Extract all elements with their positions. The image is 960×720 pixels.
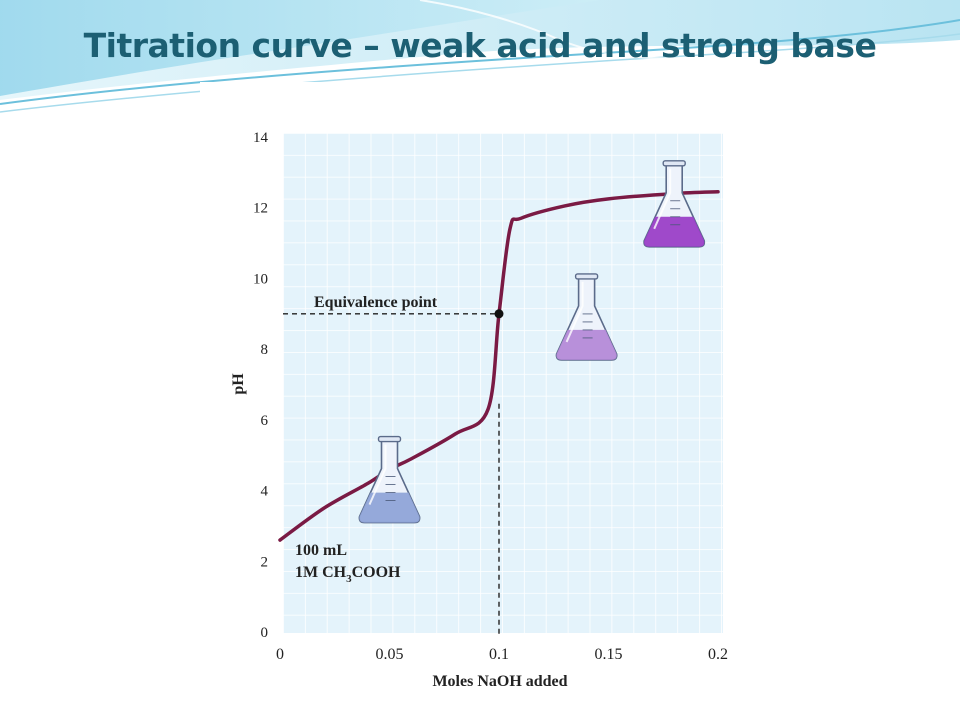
y-tick-label: 4	[261, 484, 269, 500]
sample-conc-subscript: 3	[346, 573, 352, 585]
header-wave	[0, 0, 960, 113]
flask-rim	[377, 435, 402, 443]
flask-rim	[662, 160, 686, 167]
flask-liquid	[644, 216, 705, 247]
chart-layer: 0 2 4 6 8 10 12 14 0 0.05 0.1 0.15 0.2 Moles NaOH add…	[230, 130, 728, 690]
y-tick-label: 6	[261, 413, 269, 429]
slide-title: Titration curve – weak acid and strong b…	[83, 26, 877, 65]
y-tick-label: 14	[253, 130, 269, 146]
flask-highlight	[653, 168, 672, 230]
y-axis-label: pH	[230, 373, 247, 395]
y-tick-label: 12	[253, 201, 268, 217]
x-axis-label: Moles NaOH added	[432, 673, 567, 690]
erlenmeyer-flask-icon	[643, 160, 706, 248]
x-tick-label: 0.15	[595, 646, 623, 663]
erlenmeyer-flask-icon	[358, 435, 421, 524]
equivalence-point-marker	[494, 309, 504, 319]
y-tick-label: 2	[261, 554, 269, 570]
y-tick-label: 8	[261, 342, 269, 358]
y-tick-label: 0	[261, 625, 269, 641]
titration-curve	[278, 190, 720, 542]
flask-highlight	[368, 444, 387, 505]
sample-concentration-label: 1M CH3COOH	[295, 564, 401, 585]
sample-conc-rest: COOH	[352, 564, 401, 581]
y-tick-label: 10	[253, 271, 268, 287]
x-tick-label: 0.1	[489, 646, 509, 663]
flask-liquid	[359, 492, 420, 523]
sample-volume-label: 100 mL	[295, 542, 347, 559]
x-tick-label: 0	[276, 646, 284, 663]
x-tick-label: 0.2	[708, 646, 728, 663]
sample-conc-main: 1M CH	[295, 564, 347, 581]
flask-highlight	[565, 281, 584, 343]
erlenmeyer-flask-icon	[555, 273, 618, 361]
equivalence-point-label: Equivalence point	[314, 294, 438, 311]
x-tick-label: 0.05	[376, 646, 404, 663]
flask-rim	[574, 273, 599, 280]
flask-liquid	[556, 329, 617, 360]
plot-area-grid	[283, 133, 723, 633]
